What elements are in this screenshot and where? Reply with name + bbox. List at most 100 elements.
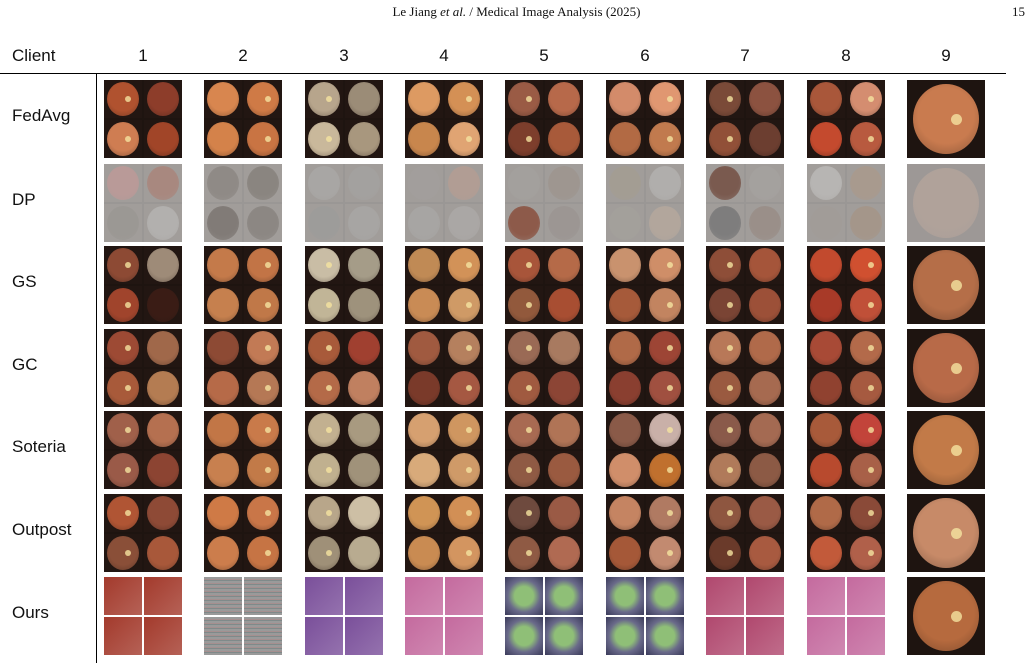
sample-tile — [144, 369, 182, 407]
sample-tile — [405, 329, 443, 367]
sample-tile — [847, 577, 885, 615]
fundus-image — [107, 536, 139, 570]
fundus-image — [649, 248, 681, 282]
fundus-image — [308, 82, 340, 116]
fundus-image — [348, 288, 380, 322]
method-label-ours: Ours — [12, 603, 49, 622]
fundus-image — [247, 166, 279, 200]
sample-tile — [545, 617, 583, 655]
sample-tile — [345, 369, 383, 407]
optic-disc — [125, 427, 131, 433]
optic-disc — [667, 385, 673, 391]
sample-ours-client-9 — [907, 577, 985, 655]
fundus-image — [649, 206, 681, 240]
fundus-image — [913, 498, 979, 568]
optic-disc — [265, 262, 271, 268]
fundus-image — [749, 166, 781, 200]
fundus-image — [147, 166, 179, 200]
sample-outpost-client-8 — [807, 494, 885, 572]
optic-disc — [265, 302, 271, 308]
optic-disc — [868, 467, 874, 473]
sample-gc-client-9 — [907, 329, 985, 407]
sample-tile — [345, 494, 383, 532]
sample-tile — [104, 617, 142, 655]
sample-tile — [646, 80, 684, 118]
sample-gs-client-5 — [505, 246, 583, 324]
sample-tile — [204, 286, 242, 324]
sample-fedavg-client-5 — [505, 80, 583, 158]
fundus-image — [207, 331, 239, 365]
sample-tile — [545, 577, 583, 615]
sample-tile — [706, 494, 744, 532]
sample-tile — [305, 534, 343, 572]
optic-disc — [125, 262, 131, 268]
fundus-image — [548, 536, 580, 570]
sample-tile — [646, 329, 684, 367]
sample-tile — [646, 164, 684, 202]
sample-tile — [204, 80, 242, 118]
optic-disc — [951, 114, 962, 125]
fundus-image — [147, 331, 179, 365]
sample-tile — [204, 246, 242, 284]
optic-disc — [466, 302, 472, 308]
sample-tile — [646, 204, 684, 242]
fundus-image — [147, 248, 179, 282]
sample-tile — [545, 451, 583, 489]
optic-disc — [526, 550, 532, 556]
fundus-image — [107, 122, 139, 156]
fundus-image — [810, 122, 842, 156]
sample-dp-client-7 — [706, 164, 784, 242]
fundus-image — [348, 496, 380, 530]
sample-fedavg-client-3 — [305, 80, 383, 158]
sample-tile — [445, 164, 483, 202]
sample-tile — [244, 164, 282, 202]
sample-tile — [746, 451, 784, 489]
sample-tile — [204, 120, 242, 158]
optic-disc — [326, 385, 332, 391]
client-col-header-7: 7 — [740, 46, 750, 65]
sample-ours-client-2 — [204, 577, 282, 655]
fundus-image — [247, 82, 279, 116]
sample-tile — [144, 80, 182, 118]
fundus-image — [348, 371, 380, 405]
sample-dp-client-3 — [305, 164, 383, 242]
sample-tile — [204, 577, 242, 615]
sample-tile — [405, 494, 443, 532]
sample-tile — [505, 617, 543, 655]
sample-tile — [104, 80, 142, 118]
fundus-image — [207, 371, 239, 405]
fundus-image — [348, 166, 380, 200]
sample-gc-client-4 — [405, 329, 483, 407]
fundus-image — [649, 536, 681, 570]
optic-disc — [868, 427, 874, 433]
fundus-image — [913, 581, 979, 651]
sample-tile — [505, 246, 543, 284]
fundus-image — [107, 288, 139, 322]
sample-tile — [606, 329, 644, 367]
sample-tile — [445, 534, 483, 572]
fundus-image — [448, 496, 480, 530]
sample-tile — [706, 369, 744, 407]
optic-disc — [466, 262, 472, 268]
sample-gc-client-7 — [706, 329, 784, 407]
sample-ours-client-8 — [807, 577, 885, 655]
sample-tile — [144, 577, 182, 615]
sample-tile — [807, 451, 845, 489]
sample-tile — [244, 329, 282, 367]
fundus-image — [548, 331, 580, 365]
fundus-image — [709, 496, 741, 530]
sample-tile — [345, 204, 383, 242]
fundus-image — [508, 413, 540, 447]
fundus-image — [709, 288, 741, 322]
fundus-image — [609, 496, 641, 530]
sample-fedavg-client-4 — [405, 80, 483, 158]
sample-dp-client-4 — [405, 164, 483, 242]
sample-tile — [646, 534, 684, 572]
sample-ours-client-3 — [305, 577, 383, 655]
fundus-image — [508, 122, 540, 156]
sample-tile — [144, 120, 182, 158]
fundus-image — [147, 536, 179, 570]
fundus-image — [408, 122, 440, 156]
fundus-image — [609, 206, 641, 240]
sample-fedavg-client-9 — [907, 80, 985, 158]
